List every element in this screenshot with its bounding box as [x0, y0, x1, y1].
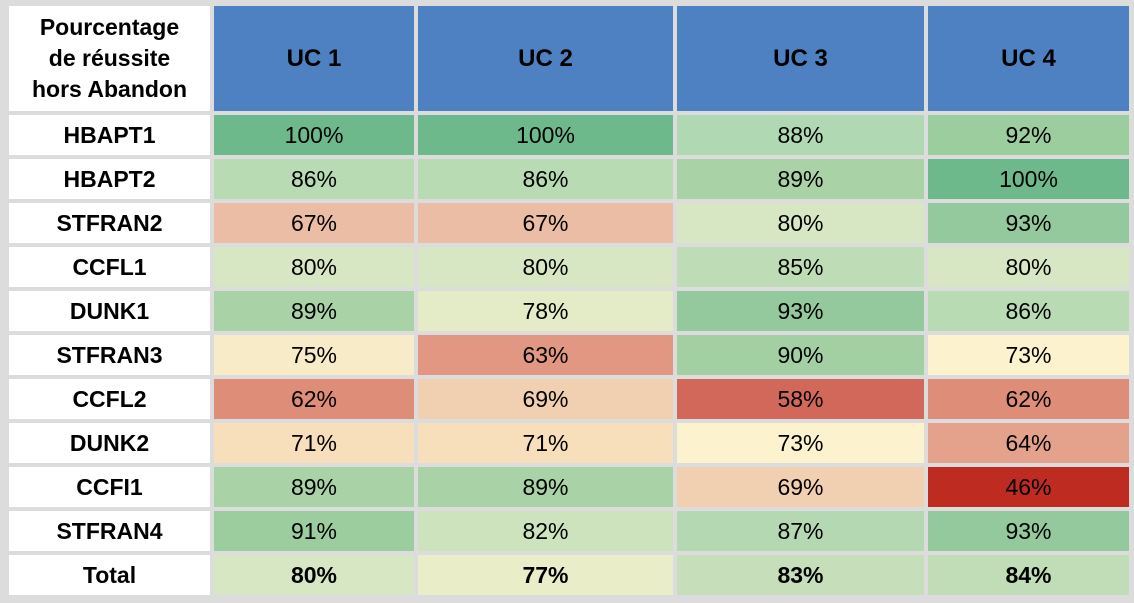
corner-header-line: Pourcentage: [39, 14, 180, 40]
row-header: STFRAN3: [9, 335, 210, 375]
value-cell: 88%: [677, 115, 924, 155]
corner-header-line: de réussite: [48, 45, 171, 71]
value-cell: 85%: [677, 247, 924, 287]
total-cell: 77%: [418, 555, 673, 595]
row-header: DUNK1: [9, 291, 210, 331]
corner-header: Pourcentage de réussite hors Abandon: [9, 6, 210, 111]
value-cell: 71%: [418, 423, 673, 463]
column-header-uc3: UC 3: [677, 6, 924, 111]
value-cell: 100%: [418, 115, 673, 155]
corner-header-line: hors Abandon: [31, 76, 188, 102]
value-cell: 89%: [418, 467, 673, 507]
row-header: HBAPT1: [9, 115, 210, 155]
value-cell: 100%: [214, 115, 414, 155]
row-header: STFRAN2: [9, 203, 210, 243]
value-cell: 80%: [677, 203, 924, 243]
value-cell: 62%: [928, 379, 1129, 419]
row-header: HBAPT2: [9, 159, 210, 199]
value-cell: 100%: [928, 159, 1129, 199]
row-header: Total: [9, 555, 210, 595]
value-cell: 92%: [928, 115, 1129, 155]
value-cell: 93%: [928, 203, 1129, 243]
value-cell: 46%: [928, 467, 1129, 507]
value-cell: 73%: [677, 423, 924, 463]
value-cell: 73%: [928, 335, 1129, 375]
value-cell: 93%: [677, 291, 924, 331]
value-cell: 71%: [214, 423, 414, 463]
value-cell: 63%: [418, 335, 673, 375]
value-cell: 69%: [418, 379, 673, 419]
value-cell: 89%: [677, 159, 924, 199]
row-header: STFRAN4: [9, 511, 210, 551]
column-header-uc2: UC 2: [418, 6, 673, 111]
value-cell: 64%: [928, 423, 1129, 463]
value-cell: 86%: [214, 159, 414, 199]
row-header: DUNK2: [9, 423, 210, 463]
value-cell: 87%: [677, 511, 924, 551]
value-cell: 91%: [214, 511, 414, 551]
value-cell: 80%: [214, 247, 414, 287]
row-header: CCFL1: [9, 247, 210, 287]
value-cell: 67%: [418, 203, 673, 243]
value-cell: 93%: [928, 511, 1129, 551]
total-cell: 80%: [214, 555, 414, 595]
value-cell: 78%: [418, 291, 673, 331]
column-header-uc1: UC 1: [214, 6, 414, 111]
value-cell: 69%: [677, 467, 924, 507]
value-cell: 58%: [677, 379, 924, 419]
total-cell: 84%: [928, 555, 1129, 595]
success-rate-table: Pourcentage de réussite hors Abandon UC …: [9, 6, 1131, 599]
value-cell: 80%: [928, 247, 1129, 287]
column-header-uc4: UC 4: [928, 6, 1129, 111]
value-cell: 89%: [214, 291, 414, 331]
value-cell: 67%: [214, 203, 414, 243]
value-cell: 82%: [418, 511, 673, 551]
value-cell: 90%: [677, 335, 924, 375]
row-header: CCFL2: [9, 379, 210, 419]
value-cell: 89%: [214, 467, 414, 507]
value-cell: 86%: [928, 291, 1129, 331]
total-cell: 83%: [677, 555, 924, 595]
value-cell: 86%: [418, 159, 673, 199]
row-header: CCFI1: [9, 467, 210, 507]
value-cell: 75%: [214, 335, 414, 375]
value-cell: 62%: [214, 379, 414, 419]
value-cell: 80%: [418, 247, 673, 287]
